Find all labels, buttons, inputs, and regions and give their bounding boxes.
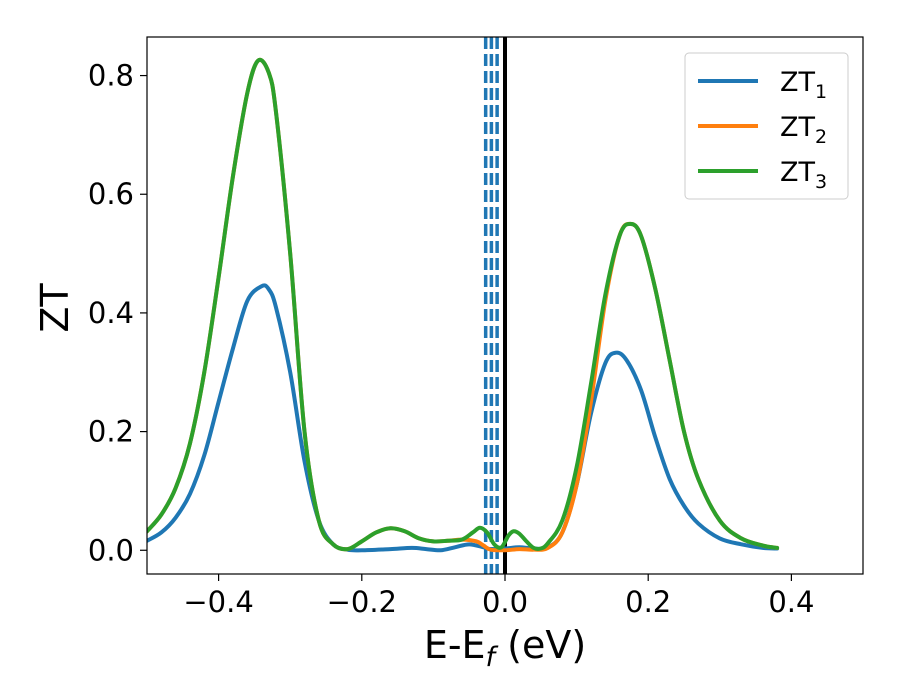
x-axis-label-main: E-E bbox=[424, 623, 486, 667]
vertical-reference-lines bbox=[483, 37, 507, 574]
legend-entry-3: ZT3 bbox=[698, 157, 827, 193]
legend: ZT1 ZT2 ZT3 bbox=[684, 52, 849, 200]
y-axis-ticks: 0.0 0.2 0.4 0.6 0.8 bbox=[88, 59, 147, 567]
x-tick-label: −0.2 bbox=[327, 585, 397, 619]
y-tick-label: 0.2 bbox=[88, 415, 134, 449]
legend-label-2-main: ZT bbox=[780, 112, 815, 143]
x-axis-ticks: −0.4 −0.2 0.0 0.2 0.4 bbox=[183, 574, 814, 619]
legend-entry-2: ZT2 bbox=[698, 112, 827, 148]
legend-label-1-main: ZT bbox=[780, 67, 815, 98]
y-tick-label: 0.4 bbox=[88, 296, 134, 330]
x-tick-label: 0.0 bbox=[482, 585, 528, 619]
legend-label-2-sub: 2 bbox=[815, 126, 827, 148]
x-tick-label: 0.2 bbox=[625, 585, 671, 619]
legend-label-3-sub: 3 bbox=[815, 171, 827, 193]
legend-label-3-main: ZT bbox=[780, 157, 815, 188]
x-axis-label: E-Ef (eV) bbox=[424, 623, 586, 673]
legend-label-2: ZT2 bbox=[780, 112, 827, 148]
y-axis-label: ZT bbox=[33, 283, 77, 333]
x-tick-label: 0.4 bbox=[768, 585, 814, 619]
series-layer bbox=[147, 57, 780, 553]
x-axis-label-unit: (eV) bbox=[495, 623, 586, 667]
y-tick-label: 0.8 bbox=[88, 59, 134, 93]
legend-label-1-sub: 1 bbox=[815, 81, 827, 103]
series-line-zt1 bbox=[147, 283, 780, 553]
legend-label-3: ZT3 bbox=[780, 157, 827, 193]
legend-label-1: ZT1 bbox=[780, 67, 827, 103]
legend-box bbox=[684, 52, 849, 200]
series-line-zt3 bbox=[147, 57, 780, 552]
legend-entry-1: ZT1 bbox=[698, 67, 827, 103]
y-tick-label: 0.6 bbox=[88, 177, 134, 211]
x-tick-label: −0.4 bbox=[183, 585, 253, 619]
y-tick-label: 0.0 bbox=[88, 533, 134, 567]
